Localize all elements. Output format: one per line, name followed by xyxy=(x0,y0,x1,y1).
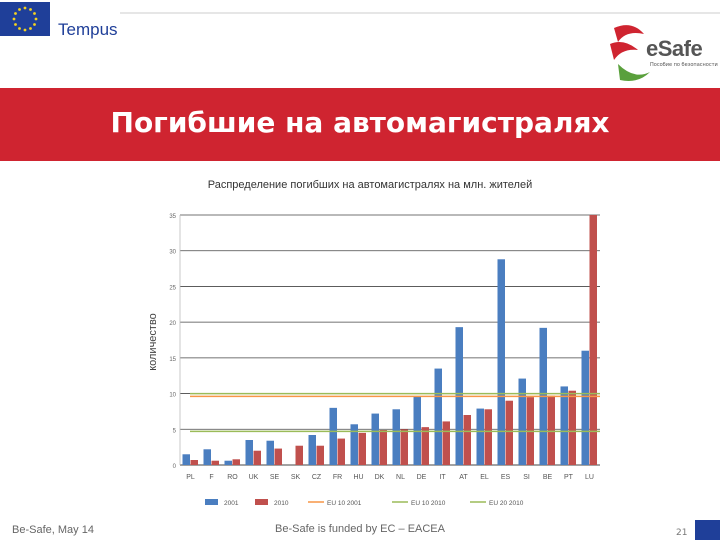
bar-2001-RO xyxy=(224,460,232,465)
legend-label: 2001 xyxy=(224,500,239,507)
bar-2001-LU xyxy=(581,350,589,465)
y-tick-label: 15 xyxy=(169,357,176,363)
bar-2010-BE xyxy=(547,395,555,465)
x-tick-label: CZ xyxy=(312,474,322,481)
legend-swatch xyxy=(205,499,218,505)
eu-stars-icon xyxy=(12,6,38,32)
x-tick-label: F xyxy=(209,474,213,481)
x-tick-label: FR xyxy=(333,474,342,481)
x-tick-label: UK xyxy=(249,474,259,481)
tempus-logo-text: Tempus xyxy=(58,20,118,39)
x-tick-label: ES xyxy=(501,474,511,481)
x-tick-label: SE xyxy=(270,474,280,481)
x-tick-label: SI xyxy=(523,474,530,481)
esafe-logo-icon xyxy=(610,25,650,81)
y-tick-label: 0 xyxy=(173,464,177,470)
eu-flag-logo xyxy=(0,2,50,36)
bar-2001-ES xyxy=(497,259,505,465)
esafe-logo-text: eSafe xyxy=(646,36,703,61)
y-tick-label: 20 xyxy=(169,321,176,327)
bar-2010-ES xyxy=(505,400,513,465)
bar-2010-SE xyxy=(274,448,282,465)
x-tick-label: RO xyxy=(227,474,238,481)
y-tick-label: 25 xyxy=(169,285,176,291)
x-tick-label: PT xyxy=(564,474,574,481)
bar-2010-LU xyxy=(589,215,597,465)
y-tick-label: 5 xyxy=(173,428,177,434)
bar-2001-F xyxy=(203,449,211,465)
bar-2010-IT xyxy=(442,421,450,465)
bar-2001-DK xyxy=(371,413,379,465)
bar-2010-RO xyxy=(232,459,240,465)
bar-2001-IT xyxy=(434,368,442,465)
y-axis-label: количество xyxy=(147,313,159,371)
legend-label: EU 10 2001 xyxy=(327,500,362,507)
bar-2010-F xyxy=(211,460,219,465)
x-tick-label: AT xyxy=(459,474,468,481)
x-tick-label: LU xyxy=(585,474,594,481)
x-tick-label: BE xyxy=(543,474,553,481)
footer-date: Be-Safe, May 14 xyxy=(12,524,94,536)
y-tick-label: 10 xyxy=(169,393,176,399)
footer-funding: Be-Safe is funded by EC – EACEA xyxy=(275,523,445,535)
bar-2001-FR xyxy=(329,407,337,465)
eu-flag-small-icon xyxy=(695,520,720,540)
x-tick-label: EL xyxy=(480,474,489,481)
bar-2001-NL xyxy=(392,409,400,465)
legend-swatch xyxy=(255,499,268,505)
bar-2010-DE xyxy=(421,427,429,465)
bar-2010-EL xyxy=(484,409,492,465)
bar-2010-PL xyxy=(190,460,198,465)
x-tick-label: PL xyxy=(186,474,195,481)
y-tick-label: 35 xyxy=(169,214,176,220)
legend-label: EU 20 2010 xyxy=(489,500,524,507)
y-tick-label: 30 xyxy=(169,250,176,256)
bar-2001-CZ xyxy=(308,435,316,465)
title-banner xyxy=(0,88,720,161)
bar-2001-SI xyxy=(518,378,526,465)
bar-2010-DK xyxy=(379,430,387,465)
bar-2010-UK xyxy=(253,450,261,465)
bar-2010-NL xyxy=(400,429,408,465)
bar-2001-UK xyxy=(245,440,253,465)
bar-2001-PT xyxy=(560,386,568,465)
legend-label: 2010 xyxy=(274,500,289,507)
chart-title: Распределение погибших на автомагистраля… xyxy=(208,179,533,191)
x-tick-label: HU xyxy=(353,474,363,481)
bar-2001-SE xyxy=(266,440,274,465)
bar-2010-PT xyxy=(568,390,576,465)
bar-2010-FR xyxy=(337,438,345,465)
header-divider xyxy=(120,12,720,14)
x-tick-label: DK xyxy=(375,474,385,481)
bar-2001-PL xyxy=(182,454,190,465)
bar-2010-SK xyxy=(295,445,303,465)
esafe-logo-subtext: Пособие по безопасности xyxy=(650,62,718,68)
x-tick-label: DE xyxy=(417,474,427,481)
x-tick-label: NL xyxy=(396,474,405,481)
page-number: 21 xyxy=(676,528,688,538)
x-tick-label: SK xyxy=(291,474,301,481)
page-title: Погибшие на автомагистралях xyxy=(110,106,610,139)
bar-2001-EL xyxy=(476,408,484,465)
legend-label: EU 10 2010 xyxy=(411,500,446,507)
bar-2010-CZ xyxy=(316,445,324,465)
bar-2001-HU xyxy=(350,424,358,465)
bar-2010-AT xyxy=(463,415,471,465)
x-tick-label: IT xyxy=(439,474,446,481)
bar-2010-HU xyxy=(358,432,366,465)
